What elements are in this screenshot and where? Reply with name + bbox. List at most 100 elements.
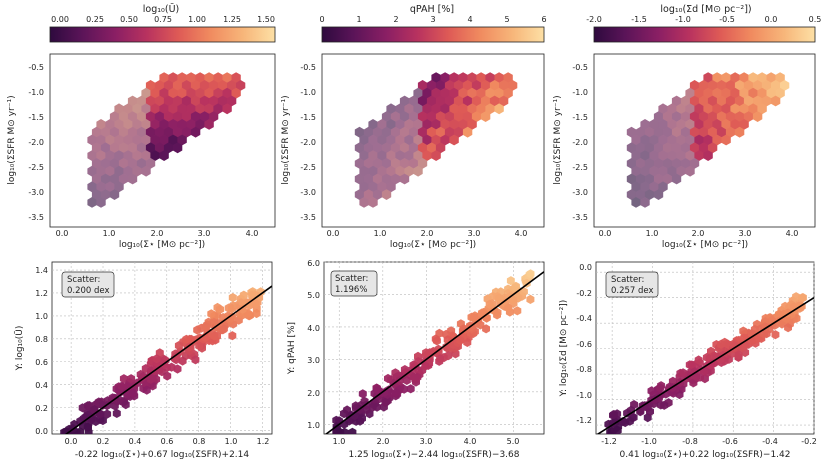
hexbin-cell [363, 189, 374, 200]
hexbin-cell [168, 134, 178, 146]
hexbin-cell [698, 126, 709, 138]
hexbin-cell [509, 295, 518, 305]
hexbin-cell [400, 384, 408, 394]
hexbin-cell [676, 165, 686, 177]
hexbin-cell [703, 150, 713, 161]
hexbin-cell [154, 142, 165, 154]
hexbin-cell [417, 111, 428, 122]
hexbin-cell [635, 142, 646, 154]
x-tick: -0.6 [722, 437, 738, 446]
hexbin-cell [716, 80, 727, 91]
hexbin-cell [363, 173, 374, 185]
hexbin-cell [635, 189, 646, 200]
hexbin-cell [739, 72, 749, 83]
hexbin-cell [694, 134, 704, 146]
y-ticks: 1.0 2.0 3.0 4.0 5.0 6.0 [307, 259, 320, 430]
y-tick: -0.6 [576, 340, 592, 349]
hexbin-cell [721, 119, 731, 130]
hexbin-cell [193, 325, 202, 335]
hexbin-cell [784, 323, 792, 333]
hexbin-cell [485, 103, 495, 115]
colorbar [321, 26, 545, 43]
hexbin-cell [159, 72, 169, 83]
hexbin-cell [734, 111, 745, 122]
hexbin-cell [698, 111, 709, 122]
hexbin-cell [391, 387, 400, 398]
hexbin-cell [426, 142, 437, 154]
hexbin-cell [186, 103, 196, 115]
y-axis-label: log₁₀(ΣSFR M⊙ yr⁻¹) [553, 95, 563, 184]
scatter-layer [60, 287, 265, 434]
hexbin-cell [488, 299, 497, 309]
hexbin-cell [649, 134, 659, 146]
hexbin-cell [649, 150, 659, 161]
hexbin-cell [91, 142, 102, 154]
hexbin-cell [440, 103, 450, 115]
hexbin-cell [168, 103, 178, 115]
hexbin-cell [163, 111, 174, 122]
hexbin-cell [103, 409, 112, 419]
x-tick: 0.4 [129, 437, 142, 446]
hexbin-cell [495, 293, 503, 303]
hexbin-cell [476, 87, 486, 99]
y-tick: 0.0 [579, 263, 592, 272]
hexbin-cell [408, 142, 419, 154]
x-tick: 2.0 [421, 229, 434, 238]
x-tick: 0.6 [161, 437, 174, 446]
hexbin-cell [444, 126, 455, 138]
hexbin-cell [435, 95, 446, 107]
hexbin-cell [204, 119, 214, 130]
hexbin-cell [118, 142, 129, 154]
hexbin-cell [413, 150, 423, 161]
hexbin-cell [359, 134, 369, 146]
hexbin-cell [105, 119, 115, 130]
hexbin-cell [145, 95, 156, 107]
hexbin-cell [609, 409, 618, 420]
hexbin-cell [114, 103, 124, 115]
panel-bottom-2: Scatter: 1.196% 1.0 2.0 3.0 4.0 5.0 6.0 … [287, 259, 545, 460]
hexbin-cell [494, 103, 504, 115]
hexbin-cell [626, 189, 637, 200]
hexbin-cell [163, 142, 174, 154]
hexbin-cell [236, 80, 246, 91]
hexbin-cell [631, 181, 641, 193]
hexbin-cell [91, 173, 102, 185]
hexbin-cell [368, 134, 378, 146]
hexbin-cell [766, 87, 776, 99]
hexbin-cell [626, 158, 637, 169]
hexbin-cell [381, 189, 392, 200]
hexbin-cell [436, 354, 445, 364]
hexbin-cell [462, 126, 473, 138]
hexbin-cell [123, 150, 133, 161]
hexbin-cell [626, 126, 637, 138]
x-axis-label: log₁₀(Σ⋆ [M⊙ pc⁻²]) [390, 240, 476, 250]
hexbin-cell [694, 150, 704, 161]
hexbin-cell [178, 356, 187, 366]
y-tick: -2.0 [572, 138, 588, 147]
y-tick: -0.4 [576, 314, 592, 323]
hexbin-cell [340, 409, 348, 419]
x-tick: 1.0 [333, 437, 346, 446]
hexbin-cell [109, 173, 120, 185]
hexbin-cell [190, 111, 201, 122]
hexbin-cell [182, 334, 191, 344]
y-ticks: -1.2 -1.0 -0.8 -0.6 -0.4 -0.2 0.0 [576, 263, 592, 425]
hexbin-cell [201, 322, 210, 332]
hexbin-cell [172, 142, 183, 154]
hexbin-cell [368, 165, 378, 177]
hexbin-cell [145, 142, 156, 154]
x-tick: 1.0 [103, 229, 116, 238]
hexbin-cell [141, 103, 151, 115]
hexbin-cell [390, 126, 401, 138]
hexbin-cell [421, 361, 430, 371]
x-tick: 4.0 [515, 229, 528, 238]
hexbin-cell [417, 80, 428, 91]
hexbin-cell [685, 150, 695, 161]
hexbin-cell [649, 165, 659, 177]
x-tick: -0.8 [682, 437, 698, 446]
x-tick: 4.0 [464, 437, 477, 446]
hexbin-cell [635, 173, 646, 185]
hexbin-cell [734, 126, 745, 138]
hexbin-cell [725, 111, 736, 122]
hexbin-cell [676, 150, 686, 161]
